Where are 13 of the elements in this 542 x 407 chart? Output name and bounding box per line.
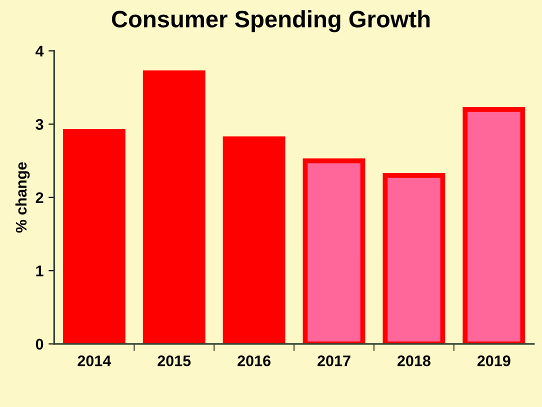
x-tick-label: 2014 <box>78 355 112 366</box>
chart-title: Consumer Spending Growth <box>112 10 430 32</box>
x-tick-label: 2017 <box>318 355 350 366</box>
x-tick-label: 2015 <box>158 355 191 366</box>
y-tick-label: 1 <box>36 266 44 276</box>
y-tick-label: 3 <box>36 119 44 130</box>
y-tick-label: 0 <box>36 338 44 350</box>
x-tick-label: 2018 <box>397 355 430 366</box>
x-tick-label: 2019 <box>477 355 510 366</box>
y-axis-title: % change <box>15 162 30 233</box>
x-tick-label: 2016 <box>238 355 271 366</box>
y-tick-label: 2 <box>36 192 44 203</box>
y-tick-label: 4 <box>36 46 44 56</box>
